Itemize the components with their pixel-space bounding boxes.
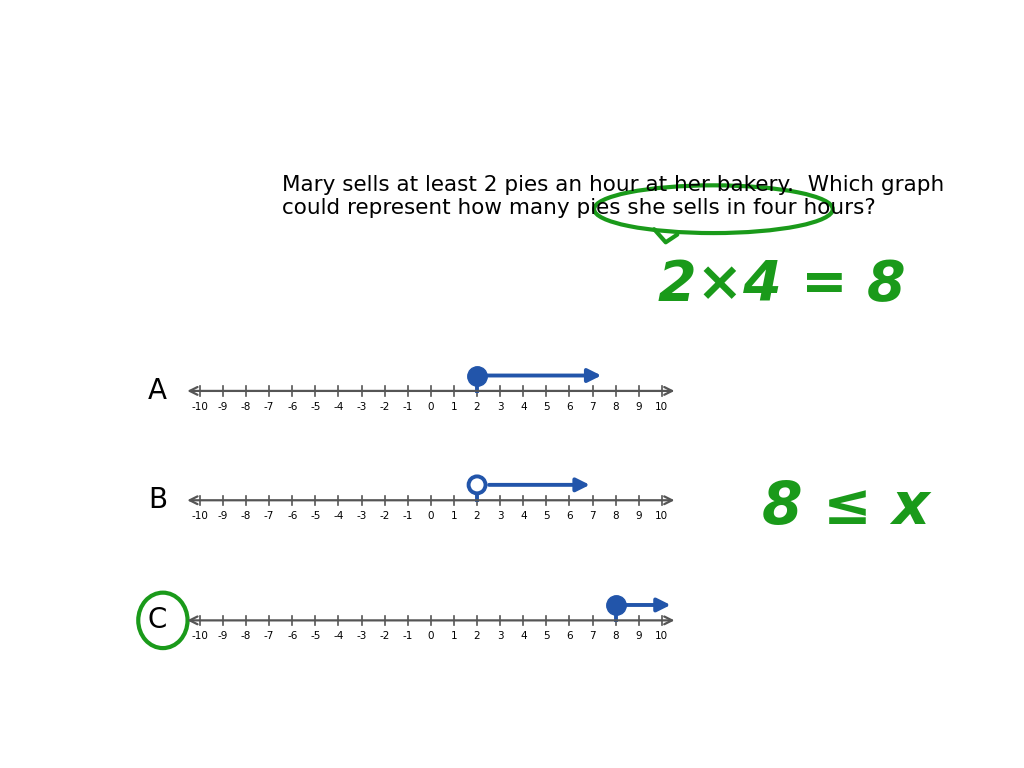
- Text: -4: -4: [333, 511, 344, 521]
- Text: -9: -9: [218, 631, 228, 641]
- Text: 10: 10: [655, 631, 669, 641]
- Text: 10: 10: [655, 402, 669, 412]
- Text: -1: -1: [402, 631, 413, 641]
- Text: 0: 0: [428, 511, 434, 521]
- Text: -10: -10: [191, 631, 208, 641]
- Text: 10: 10: [655, 511, 669, 521]
- Text: -3: -3: [356, 402, 367, 412]
- Text: -1: -1: [402, 511, 413, 521]
- Text: 1: 1: [451, 511, 458, 521]
- Text: -8: -8: [241, 511, 251, 521]
- Text: -4: -4: [333, 631, 344, 641]
- Text: 9: 9: [636, 631, 642, 641]
- Text: 7: 7: [589, 631, 596, 641]
- Text: 5: 5: [543, 402, 550, 412]
- Text: 3: 3: [497, 631, 504, 641]
- Circle shape: [469, 476, 485, 493]
- Text: -9: -9: [218, 402, 228, 412]
- Text: 4: 4: [520, 631, 526, 641]
- Text: 5: 5: [543, 631, 550, 641]
- Text: 4: 4: [520, 402, 526, 412]
- Text: -5: -5: [310, 511, 321, 521]
- Text: -10: -10: [191, 402, 208, 412]
- Text: -6: -6: [287, 511, 297, 521]
- Text: -5: -5: [310, 402, 321, 412]
- Text: -4: -4: [333, 402, 344, 412]
- Text: -5: -5: [310, 631, 321, 641]
- Text: 1: 1: [451, 631, 458, 641]
- Text: 9: 9: [636, 402, 642, 412]
- Text: C: C: [147, 607, 167, 634]
- Text: 7: 7: [589, 511, 596, 521]
- Text: Mary sells at least 2 pies an hour at her bakery.  Which graph: Mary sells at least 2 pies an hour at he…: [283, 174, 944, 194]
- Text: -9: -9: [218, 511, 228, 521]
- Text: -2: -2: [380, 402, 390, 412]
- Text: -6: -6: [287, 402, 297, 412]
- Text: 5: 5: [543, 511, 550, 521]
- Text: 6: 6: [566, 631, 572, 641]
- Text: 0: 0: [428, 631, 434, 641]
- Text: -7: -7: [264, 631, 274, 641]
- Text: -8: -8: [241, 402, 251, 412]
- Text: -3: -3: [356, 511, 367, 521]
- Text: 2×4 = 8: 2×4 = 8: [658, 258, 905, 312]
- Text: 1: 1: [451, 402, 458, 412]
- Text: B: B: [147, 486, 167, 515]
- Text: 2: 2: [474, 511, 480, 521]
- Text: -7: -7: [264, 402, 274, 412]
- Text: 0: 0: [428, 402, 434, 412]
- Text: 3: 3: [497, 402, 504, 412]
- Text: could represent how many pies she sells in four hours?: could represent how many pies she sells …: [283, 197, 876, 217]
- Text: 8: 8: [612, 402, 618, 412]
- Text: -2: -2: [380, 631, 390, 641]
- Text: -2: -2: [380, 511, 390, 521]
- Text: 6: 6: [566, 511, 572, 521]
- Text: 8: 8: [612, 631, 618, 641]
- Text: 6: 6: [566, 402, 572, 412]
- Text: -1: -1: [402, 402, 413, 412]
- Text: 4: 4: [520, 511, 526, 521]
- Text: 2: 2: [474, 402, 480, 412]
- Text: 8 ≤ x: 8 ≤ x: [762, 479, 930, 537]
- Text: -6: -6: [287, 631, 297, 641]
- Text: A: A: [148, 377, 167, 405]
- Text: -7: -7: [264, 511, 274, 521]
- Text: 7: 7: [589, 402, 596, 412]
- Text: 8: 8: [612, 511, 618, 521]
- Text: 9: 9: [636, 511, 642, 521]
- Text: 2: 2: [474, 631, 480, 641]
- Text: 3: 3: [497, 511, 504, 521]
- Text: -8: -8: [241, 631, 251, 641]
- Text: -3: -3: [356, 631, 367, 641]
- Text: -10: -10: [191, 511, 208, 521]
